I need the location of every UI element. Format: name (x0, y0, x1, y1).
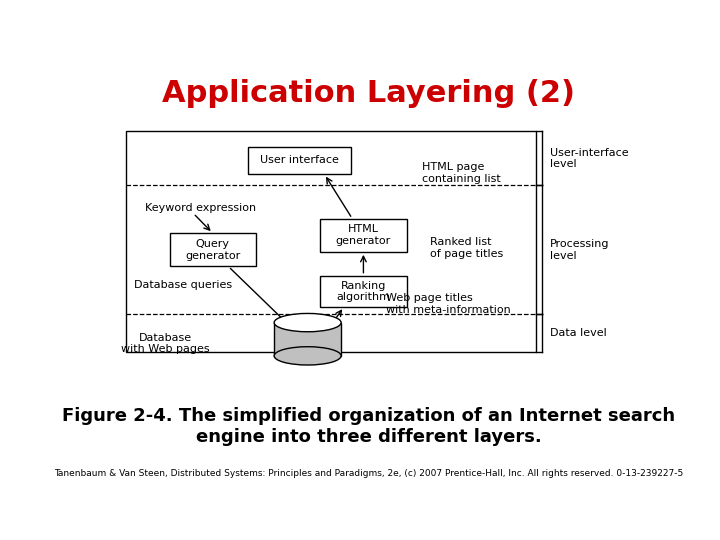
Text: Query
generator: Query generator (185, 239, 240, 261)
Text: Database
with Web pages: Database with Web pages (121, 333, 210, 354)
Text: User interface: User interface (260, 156, 338, 165)
Ellipse shape (274, 313, 341, 332)
Text: Processing
level: Processing level (550, 239, 610, 261)
Bar (248, 147, 351, 174)
Text: Figure 2-4. The simplified organization of an Internet search
engine into three : Figure 2-4. The simplified organization … (63, 407, 675, 446)
Text: HTML
generator: HTML generator (336, 225, 391, 246)
Text: Web page titles
with meta-information: Web page titles with meta-information (386, 293, 510, 315)
Bar (320, 219, 407, 252)
Text: Keyword expression: Keyword expression (145, 203, 256, 213)
Bar (126, 131, 536, 352)
Ellipse shape (274, 347, 341, 365)
Text: Database queries: Database queries (133, 280, 232, 290)
Text: Ranked list
of page titles: Ranked list of page titles (431, 237, 503, 259)
Text: Tanenbaum & Van Steen, Distributed Systems: Principles and Paradigms, 2e, (c) 20: Tanenbaum & Van Steen, Distributed Syste… (55, 469, 683, 477)
Text: Data level: Data level (550, 328, 607, 338)
Text: Ranking
algorithm: Ranking algorithm (336, 281, 390, 302)
Bar (274, 322, 341, 356)
Text: HTML page
containing list: HTML page containing list (422, 162, 501, 184)
Text: User-interface
level: User-interface level (550, 147, 629, 169)
Bar (320, 276, 407, 307)
Text: Application Layering (2): Application Layering (2) (163, 79, 575, 109)
Bar (169, 233, 256, 266)
